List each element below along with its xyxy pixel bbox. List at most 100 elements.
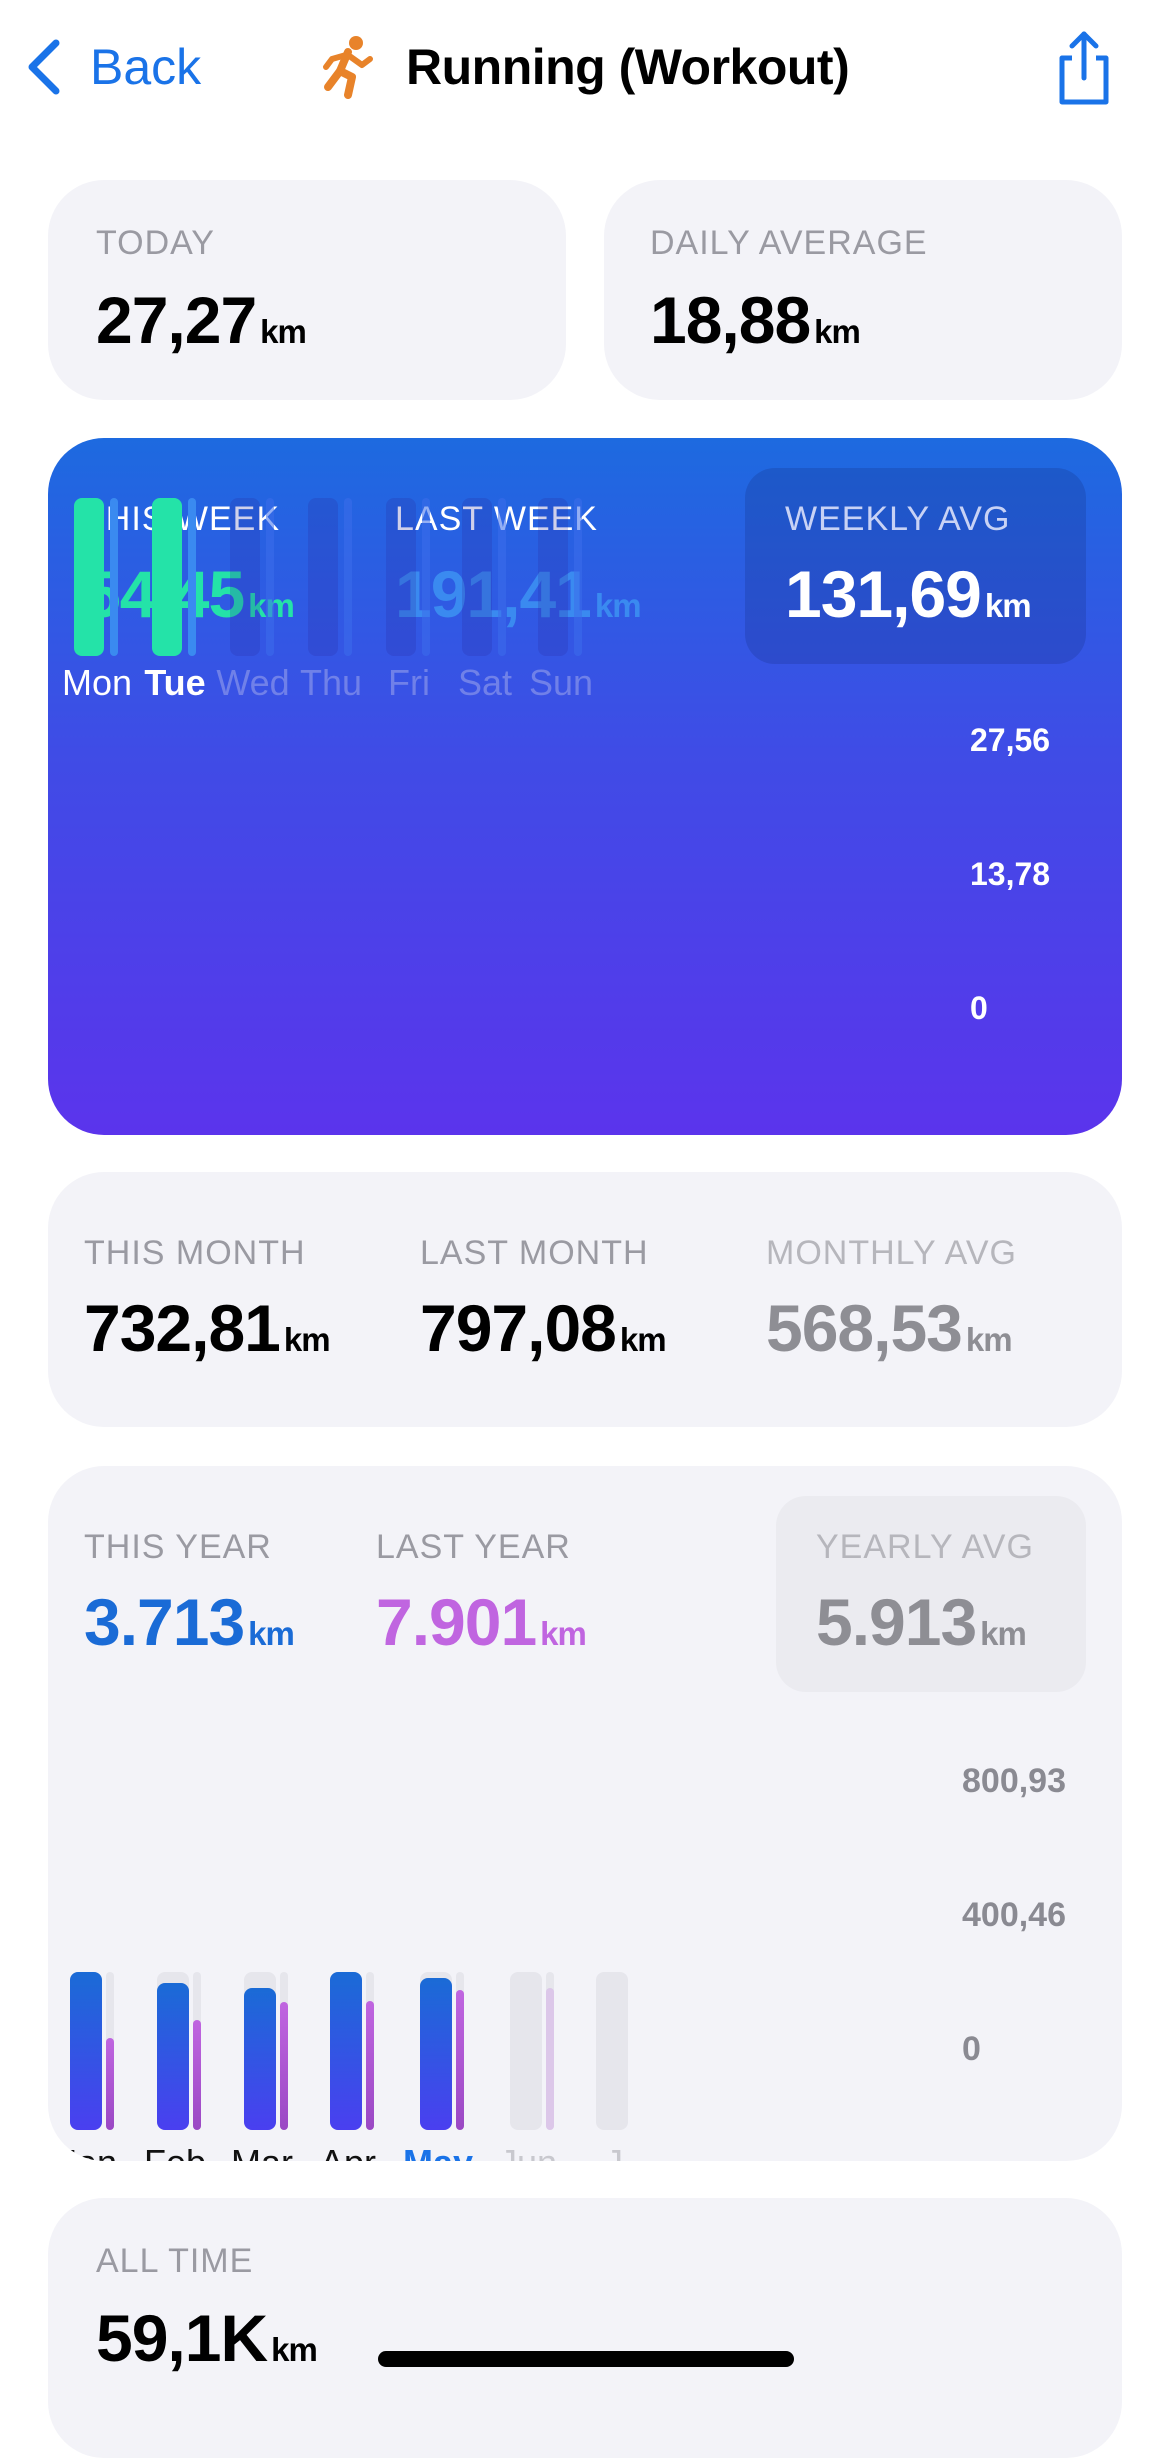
last-year-bar bbox=[546, 1987, 554, 2130]
last-week-unit: km bbox=[594, 587, 642, 624]
last-year-bar bbox=[280, 2001, 288, 2130]
this-week-bar bbox=[74, 498, 104, 656]
month-track bbox=[596, 1972, 628, 2130]
this-year-value: 3.713 km bbox=[84, 1584, 295, 1660]
month-track bbox=[510, 1972, 542, 2130]
this-year-bar bbox=[420, 1978, 452, 2130]
this-year-bar bbox=[244, 1987, 276, 2130]
last-month-value: 797,08 km bbox=[420, 1290, 667, 1366]
last-year-track bbox=[546, 1972, 554, 2130]
home-indicator bbox=[378, 2351, 794, 2367]
this-week-bar bbox=[538, 498, 568, 656]
week-axis-min: 0 bbox=[970, 990, 988, 1026]
last-year-value: 7.901 km bbox=[376, 1584, 587, 1660]
chevron-left-icon bbox=[28, 39, 60, 95]
this-week-bar bbox=[152, 498, 182, 656]
today-unit: km bbox=[260, 313, 307, 350]
last-week-value: 191,41 km bbox=[395, 556, 642, 632]
this-year-label: THIS YEAR bbox=[84, 1528, 272, 1566]
last-year-bar bbox=[106, 2038, 114, 2130]
all-time-label: ALL TIME bbox=[96, 2242, 254, 2280]
month-label: J bbox=[559, 2142, 669, 2161]
page-title: Running (Workout) bbox=[406, 39, 850, 95]
month-label: Mar bbox=[207, 2142, 317, 2161]
monthly-avg-label: MONTHLY AVG bbox=[766, 1234, 1017, 1272]
this-week-bar bbox=[230, 498, 260, 656]
day-label: Wed bbox=[216, 662, 290, 703]
this-year-unit: km bbox=[248, 1615, 295, 1652]
last-month-label: LAST MONTH bbox=[420, 1234, 649, 1272]
last-week-bar bbox=[574, 498, 582, 656]
day-label: Tue bbox=[144, 662, 206, 703]
all-time-unit: km bbox=[271, 2331, 318, 2368]
yearly-avg-label: YEARLY AVG bbox=[816, 1528, 1034, 1566]
week-axis-mid: 13,78 bbox=[970, 856, 1051, 892]
nav-header: Back Running (Workout) bbox=[0, 0, 1170, 135]
daily-average-unit: km bbox=[814, 313, 861, 350]
year-axis-max: 800,93 bbox=[962, 1762, 1066, 1800]
all-time-number: 59,1K bbox=[96, 2301, 268, 2375]
all-time-card[interactable]: ALL TIME 59,1K km bbox=[48, 2198, 1122, 2458]
last-week-bar bbox=[498, 498, 506, 656]
monthly-avg-number: 568,53 bbox=[766, 1291, 963, 1365]
monthly-avg-unit: km bbox=[965, 1321, 1013, 1358]
last-year-label: LAST YEAR bbox=[376, 1528, 571, 1566]
last-year-number: 7.901 bbox=[376, 1585, 537, 1659]
this-month-value: 732,81 km bbox=[84, 1290, 331, 1366]
yearly-chart-card[interactable]: THIS YEAR 3.713 km LAST YEAR 7.901 km YEAR… bbox=[48, 1466, 1122, 2161]
daily-average-number: 18,88 bbox=[650, 283, 811, 357]
yearly-avg-box: YEARLY AVG 5.913 km bbox=[776, 1496, 1086, 1692]
back-label: Back bbox=[90, 39, 202, 95]
month-label: Apr bbox=[293, 2142, 403, 2161]
weekly-avg-unit: km bbox=[984, 587, 1032, 624]
running-figure-icon bbox=[323, 36, 373, 99]
page-title-group: Running (Workout) bbox=[318, 34, 850, 100]
day-label: Fri bbox=[388, 662, 430, 703]
back-button[interactable]: Back bbox=[24, 32, 201, 102]
weekly-avg-value: 131,69 km bbox=[785, 556, 1032, 632]
month-label: May bbox=[383, 2142, 493, 2161]
week-axis-max: 27,56 bbox=[970, 722, 1051, 758]
this-year-bar bbox=[330, 1972, 362, 2130]
yearly-avg-number: 5.913 bbox=[816, 1585, 977, 1659]
today-number: 27,27 bbox=[96, 283, 257, 357]
year-axis-mid: 400,46 bbox=[962, 1896, 1066, 1934]
day-label: Thu bbox=[299, 662, 363, 703]
this-year-bar bbox=[70, 1972, 102, 2130]
this-year-bar bbox=[157, 1983, 189, 2130]
daily-average-value: 18,88 km bbox=[650, 282, 861, 358]
monthly-avg-value: 568,53 km bbox=[766, 1290, 1013, 1366]
weekly-avg-box: WEEKLY AVG 131,69 km bbox=[745, 468, 1086, 664]
day-label: Sun bbox=[528, 662, 594, 703]
last-month-unit: km bbox=[619, 1321, 667, 1358]
last-year-bar bbox=[366, 2000, 374, 2130]
all-time-value: 59,1K km bbox=[96, 2300, 318, 2376]
last-month-number: 797,08 bbox=[420, 1291, 617, 1365]
this-month-unit: km bbox=[283, 1321, 331, 1358]
month-label: Feb bbox=[120, 2142, 230, 2161]
monthly-card[interactable]: THIS MONTH 732,81 km LAST MONTH 797,08 km … bbox=[48, 1172, 1122, 1427]
share-icon[interactable] bbox=[1054, 30, 1114, 106]
year-axis-min: 0 bbox=[962, 2030, 981, 2068]
daily-average-label: DAILY AVERAGE bbox=[650, 224, 928, 262]
this-week-bar bbox=[462, 498, 492, 656]
daily-average-card[interactable]: DAILY AVERAGE 18,88 km bbox=[604, 180, 1122, 400]
today-value: 27,27 km bbox=[96, 282, 307, 358]
this-month-number: 732,81 bbox=[84, 1291, 281, 1365]
this-year-number: 3.713 bbox=[84, 1585, 245, 1659]
last-week-bar bbox=[110, 498, 118, 656]
yearly-avg-unit: km bbox=[980, 1615, 1027, 1652]
last-week-bar bbox=[188, 498, 196, 656]
this-week-bar bbox=[386, 498, 416, 656]
today-card[interactable]: TODAY 27,27 km bbox=[48, 180, 566, 400]
day-label: Mon bbox=[61, 662, 133, 703]
weekly-avg-number: 131,69 bbox=[785, 557, 982, 631]
last-week-bar bbox=[422, 498, 430, 656]
month-label: Jun bbox=[473, 2142, 583, 2161]
day-label: Sat bbox=[457, 662, 513, 703]
last-year-bar bbox=[456, 1989, 464, 2130]
weekly-avg-label: WEEKLY AVG bbox=[785, 500, 1011, 538]
last-week-bar bbox=[344, 498, 352, 656]
month-label: Jan bbox=[48, 2142, 143, 2161]
